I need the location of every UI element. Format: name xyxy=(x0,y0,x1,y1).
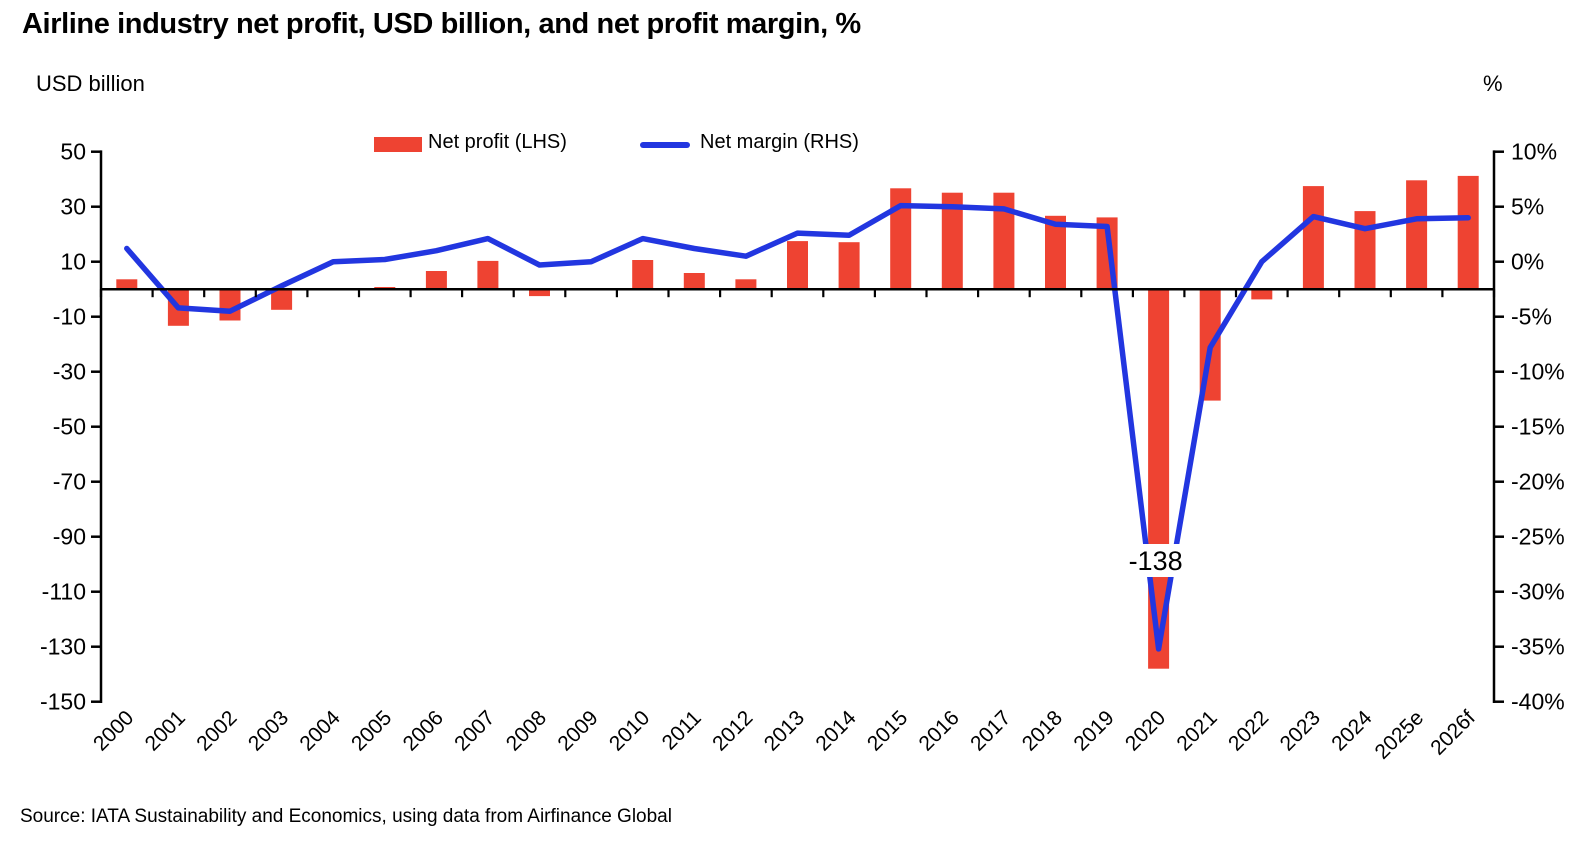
bar-2016 xyxy=(941,192,963,290)
svg-text:-10%: -10% xyxy=(1511,359,1565,385)
bar-2014 xyxy=(838,242,860,290)
svg-text:10: 10 xyxy=(60,249,86,275)
year-label-2007: 2007 xyxy=(450,706,499,755)
bar-2006 xyxy=(425,271,447,290)
svg-text:-70: -70 xyxy=(53,469,86,495)
legend-net-margin-swatch xyxy=(640,142,690,148)
svg-text:-130: -130 xyxy=(40,634,86,660)
bar-2007 xyxy=(477,260,499,290)
year-label-2026f: 2026f xyxy=(1426,706,1480,760)
year-label-2011: 2011 xyxy=(658,706,706,754)
bar-2008 xyxy=(529,289,550,297)
bar-2003 xyxy=(271,289,293,310)
source-note: Source: IATA Sustainability and Economic… xyxy=(20,806,672,827)
x-axis-year-labels: 2000 2001 2002 2003 2004 2005 2006 2007 2008 2009… xyxy=(89,706,1480,764)
svg-text:5%: 5% xyxy=(1511,194,1544,220)
svg-text:-10: -10 xyxy=(53,304,86,330)
year-label-2014: 2014 xyxy=(811,706,861,756)
year-label-2022: 2022 xyxy=(1224,706,1273,755)
legend-net-profit-label: Net profit (LHS) xyxy=(428,131,567,153)
bar-2000 xyxy=(116,279,138,290)
svg-text:-25%: -25% xyxy=(1511,524,1565,550)
bar-2026f xyxy=(1457,175,1479,290)
legend-net-profit-swatch xyxy=(374,137,422,152)
year-label-2003: 2003 xyxy=(244,706,293,755)
right-axis-tick-labels: 10% 5% 0% -5% -10% -15% -20% -25% -30% -35% -40% xyxy=(1511,139,1565,715)
annotation--138: -138 xyxy=(1118,544,1199,577)
year-label-2008: 2008 xyxy=(502,706,551,755)
annotation-text: -138 xyxy=(1129,546,1183,576)
bar-2022 xyxy=(1251,289,1273,300)
svg-text:-50: -50 xyxy=(53,414,86,440)
bar-2015 xyxy=(890,188,912,290)
legend-net-margin-label: Net margin (RHS) xyxy=(700,131,859,153)
svg-text:0%: 0% xyxy=(1511,249,1544,275)
year-label-2016: 2016 xyxy=(915,706,964,755)
year-label-2021: 2021 xyxy=(1172,706,1221,755)
svg-text:-40%: -40% xyxy=(1511,689,1565,715)
chart-title: Airline industry net profit, USD billion… xyxy=(22,8,861,40)
year-label-2002: 2002 xyxy=(192,706,241,755)
year-label-2015: 2015 xyxy=(863,706,912,755)
year-label-2000: 2000 xyxy=(89,706,138,755)
year-label-2024: 2024 xyxy=(1327,706,1377,756)
year-label-2012: 2012 xyxy=(708,706,757,755)
year-label-2010: 2010 xyxy=(605,706,654,755)
svg-text:10%: 10% xyxy=(1511,139,1557,165)
bar-2024 xyxy=(1354,211,1376,290)
year-label-2004: 2004 xyxy=(295,706,345,756)
bar-2023 xyxy=(1302,186,1324,290)
year-label-2020: 2020 xyxy=(1121,706,1170,755)
year-label-2025e: 2025e xyxy=(1371,706,1429,764)
year-label-2005: 2005 xyxy=(347,706,396,755)
svg-text:50: 50 xyxy=(60,139,86,165)
svg-text:-15%: -15% xyxy=(1511,414,1565,440)
svg-text:-150: -150 xyxy=(40,689,86,715)
svg-text:-90: -90 xyxy=(53,524,86,550)
svg-text:-30%: -30% xyxy=(1511,579,1565,605)
year-label-2017: 2017 xyxy=(966,706,1015,755)
svg-text:-35%: -35% xyxy=(1511,634,1565,660)
axes xyxy=(91,150,1504,703)
svg-text:30: 30 xyxy=(60,194,86,220)
year-label-2006: 2006 xyxy=(399,706,448,755)
svg-text:-30: -30 xyxy=(53,359,86,385)
right-axis-unit-label: % xyxy=(1483,71,1503,96)
year-label-2013: 2013 xyxy=(760,706,809,755)
svg-text:-110: -110 xyxy=(42,579,86,605)
svg-text:-5%: -5% xyxy=(1511,304,1552,330)
year-label-2019: 2019 xyxy=(1069,706,1118,755)
bar-2017 xyxy=(993,192,1015,290)
bar-2012 xyxy=(735,279,757,290)
year-label-2023: 2023 xyxy=(1276,706,1325,755)
year-label-2009: 2009 xyxy=(553,706,602,755)
year-label-2001: 2001 xyxy=(141,706,190,755)
bar-2013 xyxy=(787,241,808,290)
bar-2011 xyxy=(683,273,705,290)
bar-2025e xyxy=(1406,180,1428,290)
year-label-2018: 2018 xyxy=(1018,706,1067,755)
svg-text:-20%: -20% xyxy=(1511,469,1565,495)
left-axis-unit-label: USD billion xyxy=(36,71,145,96)
bar-2018 xyxy=(1045,215,1066,290)
left-axis-tick-labels: 50 30 10 -10 -30 -50 -70 -90 -110 -130 -150 xyxy=(40,139,86,715)
bar-2010 xyxy=(632,260,654,290)
